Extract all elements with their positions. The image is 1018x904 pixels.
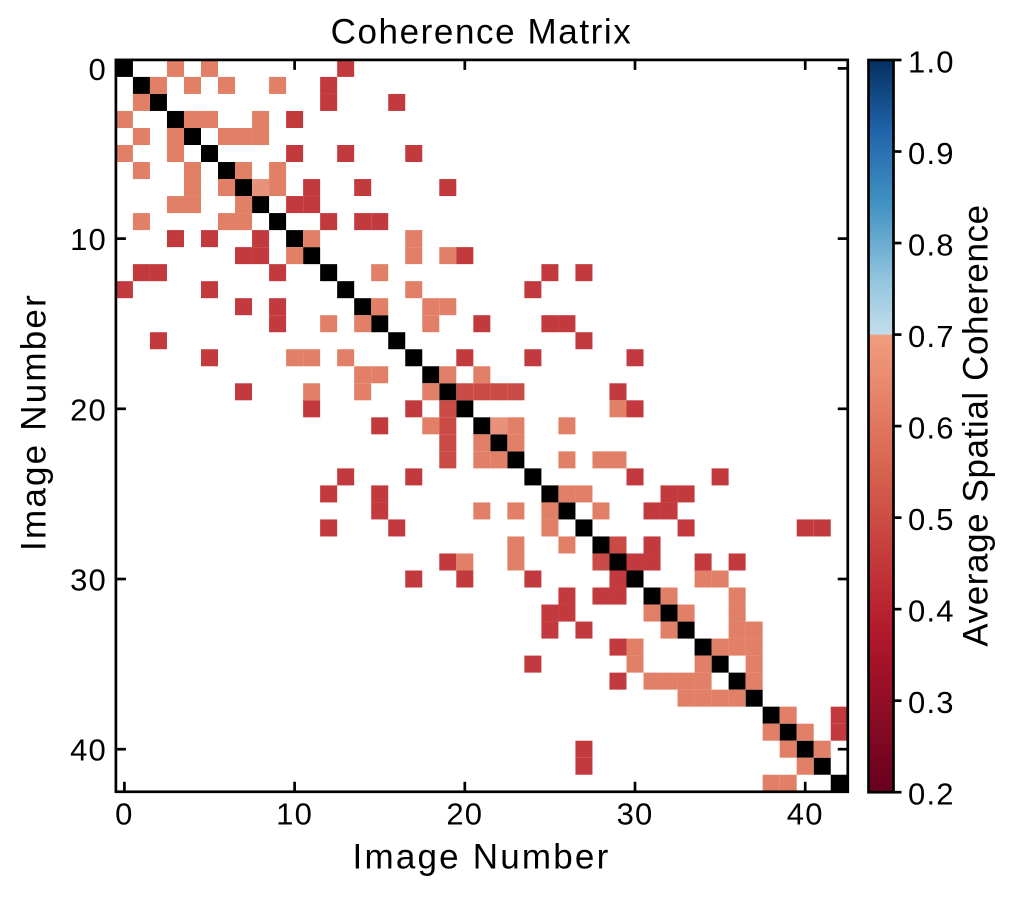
svg-text:0.7: 0.7 — [908, 319, 955, 354]
svg-text:0.3: 0.3 — [908, 685, 955, 720]
svg-text:0.4: 0.4 — [908, 594, 955, 629]
svg-text:Coherence Matrix: Coherence Matrix — [331, 13, 633, 52]
svg-text:Image Number: Image Number — [353, 838, 611, 877]
svg-text:0.9: 0.9 — [908, 136, 955, 171]
svg-text:Average Spatial Coherence: Average Spatial Coherence — [957, 204, 996, 646]
svg-text:0: 0 — [115, 797, 133, 832]
svg-text:10: 10 — [70, 222, 107, 257]
svg-text:0: 0 — [89, 52, 107, 87]
svg-text:30: 30 — [617, 797, 654, 832]
svg-text:Image Number: Image Number — [15, 293, 54, 551]
svg-text:20: 20 — [446, 797, 483, 832]
svg-text:30: 30 — [70, 563, 107, 598]
svg-text:0.2: 0.2 — [908, 777, 955, 812]
svg-text:10: 10 — [276, 797, 313, 832]
svg-text:1.0: 1.0 — [908, 45, 955, 80]
svg-text:20: 20 — [70, 392, 107, 427]
svg-text:0.8: 0.8 — [908, 228, 955, 263]
svg-text:40: 40 — [70, 733, 107, 768]
svg-text:40: 40 — [787, 797, 824, 832]
svg-text:0.5: 0.5 — [908, 502, 955, 537]
svg-text:0.6: 0.6 — [908, 411, 955, 446]
